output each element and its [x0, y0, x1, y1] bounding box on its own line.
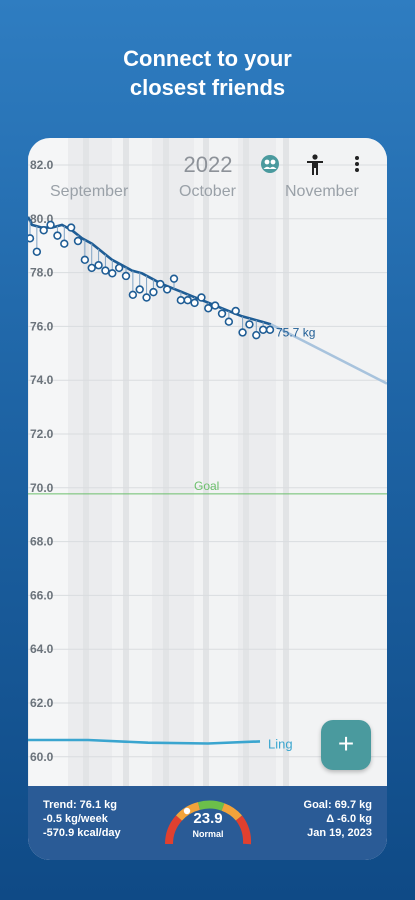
measurement-point [66, 223, 76, 232]
goal-date: Jan 19, 2023 [307, 827, 372, 839]
measurement-point [46, 220, 55, 230]
goal-weight: Goal: 69.7 kg [303, 799, 372, 811]
y-tick-label: 64.0 [30, 642, 54, 656]
measurement-point [28, 234, 35, 243]
trend-summary: Trend: 76.1 kg -0.5 kg/week -570.9 kcal/… [43, 798, 121, 840]
promo-headline: Connect to your closest friends [0, 44, 415, 102]
y-tick-label: 62.0 [30, 696, 54, 710]
month-label-november: November [285, 183, 359, 200]
measurement-point [149, 287, 158, 297]
measurement-point [142, 293, 151, 302]
measurement-point [245, 320, 254, 329]
week-band-3 [152, 138, 194, 786]
measurement-point [73, 236, 83, 246]
month-label-september: September [50, 183, 129, 200]
measurement-point [204, 304, 213, 313]
measurement-point [39, 226, 48, 235]
measurement-point [101, 266, 110, 275]
y-tick-label: 76.0 [30, 319, 54, 333]
measurement-point [53, 231, 62, 240]
month-label-october: October [179, 183, 236, 200]
measurement-point [169, 274, 179, 283]
app-screen: 82.0 80.0 78.0 76.0 74.0 72.0 70.0 68.0 66.0 64.0… [28, 138, 387, 860]
goal-summary: Goal: 69.7 kg Δ -6.0 kg Jan 19, 2023 [304, 798, 372, 840]
goal-delta: Δ -6.0 kg [326, 813, 372, 825]
measurement-point [108, 269, 117, 278]
y-tick-label: 72.0 [30, 427, 54, 441]
measurement-point [128, 290, 138, 300]
measurement-point [210, 301, 220, 310]
weekly-rate: -0.5 kg/week [43, 813, 108, 825]
friend-label: Ling [268, 737, 293, 752]
week-band-6 [276, 138, 387, 786]
more-vert-icon[interactable] [354, 154, 360, 179]
friend-line [28, 738, 261, 745]
measurement-point [265, 325, 275, 334]
measurement-point [114, 263, 124, 273]
measurement-point [217, 309, 227, 318]
person-icon[interactable] [305, 154, 325, 181]
add-entry-button[interactable]: + [321, 720, 371, 770]
measurement-point [224, 317, 234, 326]
measurement-point [80, 255, 90, 265]
summary-bar[interactable]: Trend: 76.1 kg -0.5 kg/week -570.9 kcal/… [28, 786, 387, 860]
measurement-point [190, 298, 199, 308]
daily-calories: -570.9 kcal/day [43, 827, 121, 839]
measurement-point [252, 330, 261, 340]
bmi-gauge [165, 800, 252, 845]
y-tick-label: 74.0 [30, 373, 54, 387]
weight-chart[interactable]: 82.080.078.076.074.072.070.068.066.064.0… [28, 138, 387, 786]
bmi-category: Normal [192, 829, 224, 839]
y-tick-label: 68.0 [30, 535, 54, 549]
goal-label: Goal [194, 479, 219, 493]
measurement-point [87, 263, 96, 273]
y-tick-label: 78.0 [30, 266, 54, 280]
measurement-point [231, 306, 240, 316]
people-icon[interactable] [260, 154, 280, 179]
measurement-point [183, 295, 192, 305]
measurement-point [156, 279, 165, 289]
promo-headline-line-2: closest friends [129, 75, 286, 100]
measurement-point [197, 293, 206, 302]
y-tick-label: 66.0 [30, 588, 54, 602]
promo-headline-line-1: Connect to your [123, 46, 292, 71]
measurement-point [94, 261, 103, 270]
week-band-1 [68, 138, 112, 786]
trend-value-label: 75.7 kg [276, 325, 315, 339]
week-band-2 [112, 138, 152, 786]
y-tick-label: 70.0 [30, 481, 54, 495]
trend-projection [270, 323, 387, 385]
measurement-point [60, 239, 69, 248]
measurement-point [121, 271, 131, 281]
measurement-point [238, 328, 247, 337]
year-label[interactable]: 2022 [183, 152, 233, 177]
week-band-4 [194, 138, 238, 786]
bmi-value: 23.9 [193, 810, 223, 827]
y-tick-label: 82.0 [30, 158, 54, 172]
measurement-point [162, 285, 172, 294]
trend-value: Trend: 76.1 kg [43, 799, 117, 811]
measurement-point [135, 285, 144, 294]
measurement-point [176, 295, 186, 305]
y-tick-label: 60.0 [30, 750, 54, 764]
measurement-point [258, 325, 268, 334]
measurement-point [32, 247, 42, 256]
